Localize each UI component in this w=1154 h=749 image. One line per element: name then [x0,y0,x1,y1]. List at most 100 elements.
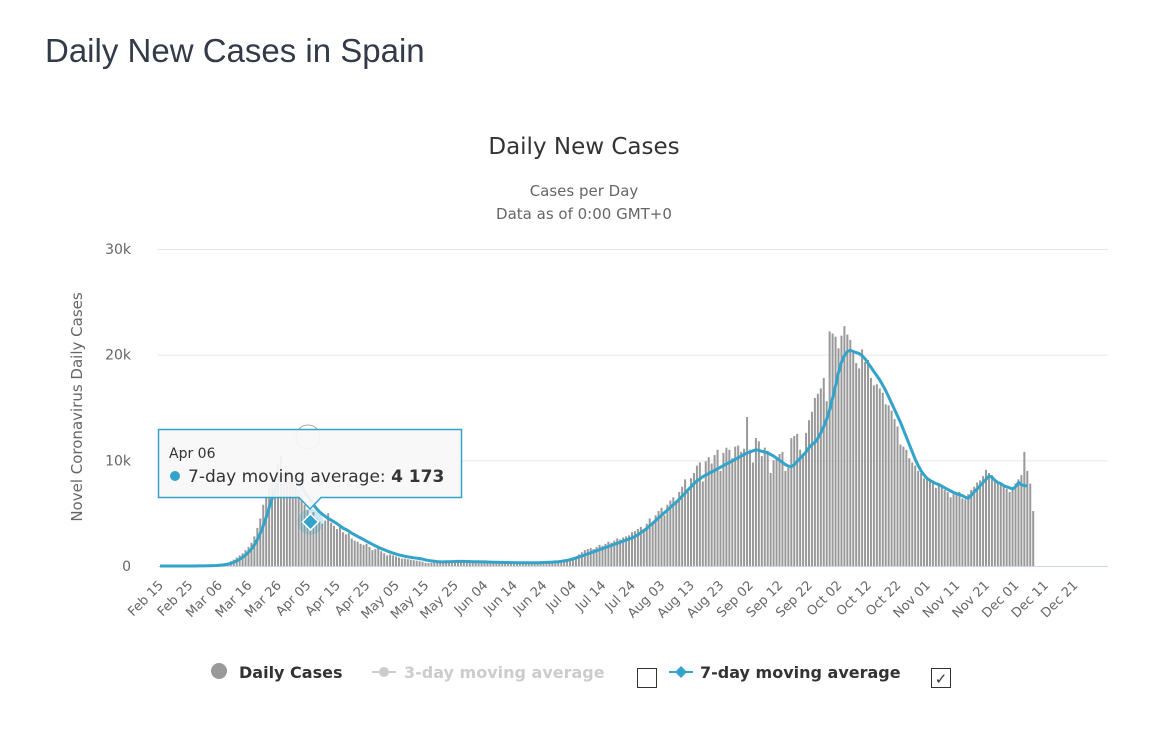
bar [946,492,949,566]
bar [955,493,958,566]
bar [309,515,312,566]
bar [315,518,318,566]
bar [923,478,926,566]
bar [996,481,999,566]
bar [563,560,566,566]
bar [687,492,690,566]
bar [262,504,265,566]
legend-item-7day-average[interactable]: 7-day moving average [669,663,901,682]
bar [465,562,468,566]
bar [498,563,501,566]
chart-subtitle-2: Data as of 0:00 GMT+0 [496,205,672,223]
y-axis-label: Novel Coronavirus Daily Cases [68,292,86,522]
bar [474,562,477,566]
bar [639,526,642,566]
checkbox-7day-average[interactable]: ✓ [931,668,951,689]
bar [436,562,439,566]
bar [678,492,681,566]
bar [805,432,808,566]
bar [271,478,274,566]
bar [518,563,521,566]
y-tick-label: 30k [105,242,132,258]
bar [763,447,766,566]
tooltip-value: 4 173 [391,467,444,487]
bar [318,521,321,566]
bar [297,489,300,566]
tooltip-series-label: 7-day moving average: [188,467,391,487]
bar [1023,451,1026,566]
bar [958,492,961,566]
hover-point[interactable] [301,512,320,531]
bar [917,470,920,566]
bar [395,556,397,566]
bar [828,331,831,566]
bar [722,452,725,566]
bar [306,509,309,566]
bar [1029,483,1032,566]
bar [515,563,518,566]
bar [684,479,687,566]
bar [303,504,306,566]
bar [905,449,908,566]
bar [666,504,669,566]
bar [884,404,887,566]
bar [433,562,436,566]
bar [628,535,631,566]
checkbox-3day-average[interactable] [637,668,657,688]
bar [427,563,430,566]
bar [389,554,392,566]
bar [250,542,253,566]
tooltip: Apr 06 7-day moving average: 4 173 [157,428,463,511]
legend-item-daily-cases[interactable]: Daily Cases [211,663,342,682]
bar [864,362,867,566]
bar [583,550,586,566]
bar [704,461,707,566]
bar [353,540,356,566]
bar [406,559,409,566]
legend: Daily Cases 3-day moving average 7-day m… [211,663,951,688]
bar [934,487,937,566]
bar [654,515,657,566]
bar [274,482,277,566]
bar [813,397,816,566]
bar [940,486,943,566]
bar [282,479,285,566]
bar [338,526,341,566]
bar [586,549,589,566]
bar [834,336,837,566]
bar [622,537,625,566]
bar [501,562,504,566]
bar [542,562,545,566]
bar [448,561,451,566]
bar [403,558,406,566]
bar [300,494,303,566]
bar [521,563,524,566]
bar [766,450,769,566]
bar [536,563,539,566]
bar [802,453,805,566]
bar [601,545,604,566]
bar [943,489,946,566]
bar [987,473,990,566]
bar [1002,486,1005,566]
bar [657,511,660,566]
bar [740,451,743,566]
bar [973,486,976,566]
bar [979,480,982,566]
bar [321,523,324,566]
bar [822,377,825,566]
bar [837,348,840,566]
legend-symbol-7day [675,666,687,678]
bar [371,550,374,566]
bar [468,562,471,566]
legend-item-3day-average[interactable]: 3-day moving average [372,663,605,682]
bar [893,419,896,566]
bar [840,335,843,566]
bar [495,563,498,566]
bar [409,559,412,566]
bar [926,479,928,566]
bar [477,562,480,566]
bar [451,561,454,566]
bar [400,558,403,566]
